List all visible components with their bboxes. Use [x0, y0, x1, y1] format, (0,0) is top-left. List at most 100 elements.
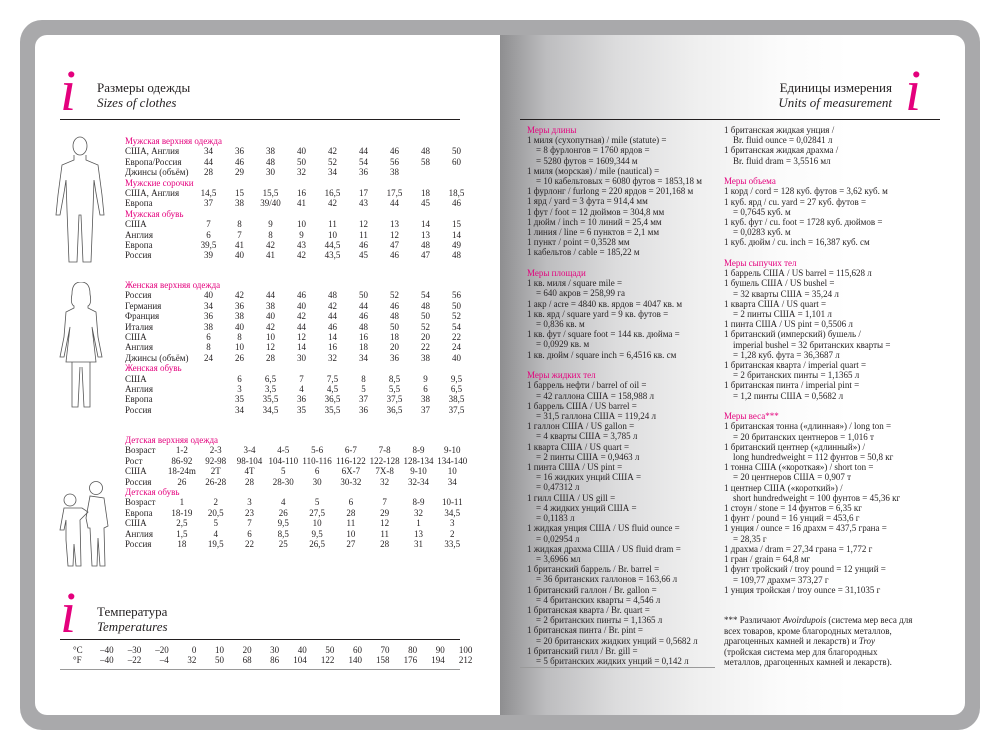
- table-cell: 34: [235, 404, 244, 415]
- footnote-troy: Troy: [858, 636, 876, 647]
- row-label: Россия: [125, 476, 152, 487]
- row-label: Россия: [125, 538, 152, 549]
- unit-line: = 36 британских галлонов = 163,66 л: [536, 574, 678, 585]
- unit-line: 1 фунт / pound = 16 унций = 453,6 г: [724, 513, 860, 524]
- row-label: Рост: [125, 455, 143, 466]
- table-cell: [193, 384, 224, 394]
- unit-line: 1 галлон США / US gallon =: [527, 421, 635, 432]
- table-cell: 44: [204, 156, 213, 167]
- table-cell: 2,5: [176, 518, 188, 529]
- unit-line: = 42 галлона США = 158,988 л: [536, 390, 655, 401]
- table-row: Англия 6 7 8 9 10 11 12 13 14: [125, 230, 470, 240]
- table-cell: 18: [177, 538, 187, 549]
- unit-line: 1 пинта США / US pint = 0,5506 л: [724, 319, 853, 330]
- unit-line: 1 фут / foot = 12 дюймов = 304,8 мм: [527, 206, 665, 217]
- units-section: Меры жидких тел 1 баррель нефти / barrel …: [527, 370, 702, 666]
- table-cell: 7: [382, 497, 387, 508]
- table-cell: 3,5: [264, 383, 277, 394]
- unit-label: °F: [73, 655, 82, 666]
- table-cell: 15: [235, 187, 244, 198]
- table-cell: 26,5: [309, 538, 325, 549]
- unit-line: = 1,28 куб. фута = 36,3687 л: [733, 349, 840, 360]
- temperature-subtitle: Temperatures: [97, 619, 168, 634]
- footnote-text: (система мер веса для всех товаров, кром…: [724, 614, 913, 647]
- table-cell: 11: [346, 518, 356, 529]
- unit-line: 1 унция тройская / troy ounce = 31,1035 …: [724, 584, 881, 595]
- table-cell: 42: [297, 311, 306, 322]
- table-cell: 11: [359, 229, 368, 240]
- table-cell: 41: [297, 198, 306, 209]
- table-cell: 1,5: [176, 528, 188, 539]
- table-cell: 54: [359, 156, 368, 167]
- table-cell: 42: [328, 198, 337, 209]
- table-cell: 38: [266, 300, 275, 311]
- table-cell: 7,5: [326, 373, 339, 384]
- table-cell: 11: [328, 219, 337, 230]
- temperature-value: 30: [270, 645, 280, 655]
- right-page: [500, 35, 965, 715]
- table-cell: 37,5: [448, 404, 465, 415]
- table-cell: 36,5: [386, 404, 403, 415]
- table-cell: 5: [281, 466, 286, 477]
- unit-line: = 0,1183 л: [536, 513, 575, 524]
- table-cell: 42: [297, 250, 306, 261]
- table-cell: 47: [390, 239, 399, 250]
- table-cell: 48: [452, 250, 461, 261]
- table-cell: 116-122: [336, 455, 366, 466]
- temperature-value: 68: [242, 655, 252, 666]
- table-cell: 9-10: [444, 445, 461, 456]
- table-cell: 40: [297, 146, 306, 157]
- table-cell: 42: [266, 321, 275, 332]
- row-label: Англия: [125, 528, 153, 539]
- table-cell: 11: [380, 528, 390, 539]
- table-cell: 54: [421, 290, 430, 301]
- table-cell: 4: [299, 383, 304, 394]
- table-cell: 16: [328, 342, 337, 353]
- unit-line: = 2 британских пинты = 1,1365 л: [733, 370, 860, 381]
- row-label: Англия: [125, 229, 153, 240]
- temperature-value: 140: [348, 655, 362, 666]
- unit-line: = 2 пинты США = 0,9463 л: [536, 451, 640, 462]
- unit-line: 1 унция / ounce = 16 драхм = 437,5 грана…: [724, 523, 887, 534]
- table-cell: 10: [328, 229, 337, 240]
- table-row: США 18-24m 2T 4T 5 6 6X-7 7X-8 9-10 10: [125, 466, 470, 476]
- table-cell: 36: [235, 300, 244, 311]
- table-cell: 45: [359, 250, 368, 261]
- table-cell: 18-24m: [167, 466, 196, 477]
- section-heading: Мужская обувь: [125, 208, 184, 219]
- unit-line: = 5280 футов = 1609,344 м: [536, 155, 638, 166]
- table-cell: 10-11: [441, 497, 463, 508]
- table-cell: 41: [266, 250, 275, 261]
- table-row: Германия 34 36 38 40 42 44 46 48 50: [125, 301, 470, 311]
- unit-line: 1 пункт / point = 0,3528 мм: [527, 237, 630, 248]
- section-heading: Мужская верхняя одежда: [125, 136, 222, 146]
- table-cell: 6: [237, 373, 242, 384]
- table-cell: 3: [237, 383, 242, 394]
- clothing-subtitle: Sizes of clothes: [97, 95, 177, 110]
- table-cell: 4T: [244, 466, 255, 477]
- section-heading: Меры объема: [724, 176, 776, 187]
- unit-line: = 20 центнеров США = 0,907 т: [733, 472, 852, 483]
- table-cell: 32: [328, 352, 337, 363]
- table-cell: 18-19: [171, 507, 193, 518]
- table-cell: 18,5: [448, 187, 465, 198]
- units-section: Меры веса*** 1 британская тонна («длинная…: [724, 411, 914, 595]
- unit-line: 1 кварта США / US quart =: [724, 298, 827, 309]
- table-cell: 48: [266, 156, 275, 167]
- table-cell: 50: [452, 300, 461, 311]
- table-cell: 47: [421, 250, 430, 261]
- unit-line: 1 британская кварта / Br. quart =: [527, 604, 650, 615]
- table-cell: 32-34: [407, 476, 429, 487]
- table-cell: 104-110: [268, 455, 299, 466]
- unit-line: 1 стоун / stone = 14 фунтов = 6,35 кг: [724, 503, 862, 514]
- table-cell: 52: [421, 321, 430, 332]
- unit-line: 1 баррель нефти / barrel of oil =: [527, 380, 647, 391]
- table-cell: 9,5: [311, 528, 323, 539]
- table-cell: 7: [299, 373, 304, 384]
- table-row: Европа 37 38 39/40 41 42 43 44 45 46: [125, 198, 470, 208]
- table-cell: 37,5: [386, 394, 403, 405]
- unit-line: = 0,02954 л: [536, 533, 580, 544]
- table-cell: 48: [421, 239, 430, 250]
- table-cell: 2-3: [209, 445, 222, 456]
- table-cell: 46: [390, 146, 399, 157]
